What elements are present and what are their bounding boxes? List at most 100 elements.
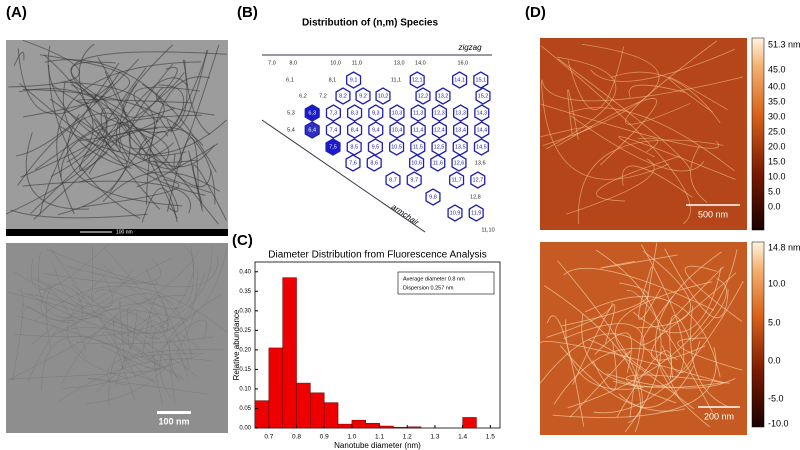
species-label: 10,4 xyxy=(392,127,403,133)
fiber xyxy=(541,45,691,225)
y-tick-label: 0.05 xyxy=(239,406,251,412)
species-label: 13,2 xyxy=(438,93,449,99)
species-label: 8,4 xyxy=(351,127,359,133)
fiber xyxy=(78,142,175,183)
fiber xyxy=(612,244,685,388)
fiber xyxy=(13,271,153,334)
fiber xyxy=(70,51,227,100)
fiber xyxy=(152,326,194,405)
species-label: 10,0 xyxy=(330,60,341,66)
species-hex xyxy=(474,104,490,122)
species-hex xyxy=(410,104,426,122)
species-label: 11,3 xyxy=(413,110,423,116)
fiber xyxy=(541,76,744,102)
fiber xyxy=(577,139,724,225)
fiber xyxy=(34,285,228,333)
fiber xyxy=(43,259,162,284)
species-label: 8,3 xyxy=(351,110,359,116)
fiber xyxy=(590,48,735,82)
fiber xyxy=(23,89,216,205)
fiber xyxy=(552,346,717,418)
species-hex xyxy=(409,154,425,172)
x-tick-label: 0.8 xyxy=(292,434,301,441)
fiber xyxy=(103,246,165,339)
species-label: 16,0 xyxy=(457,60,468,66)
fiber xyxy=(569,350,631,418)
fiber xyxy=(571,43,660,137)
species-label: 13,4 xyxy=(455,127,466,133)
fiber xyxy=(92,289,201,350)
fiber xyxy=(13,51,25,66)
zigzag-label: zigzag xyxy=(457,43,482,52)
colorbar-label: 5.0 xyxy=(768,317,781,327)
fiber xyxy=(628,84,686,98)
fiber xyxy=(128,63,187,157)
fiber xyxy=(636,250,691,329)
fiber xyxy=(49,98,182,170)
fiber xyxy=(100,107,219,225)
panel-label: (C) xyxy=(232,232,253,249)
fiber xyxy=(561,282,649,327)
species-label: 12,3 xyxy=(434,110,445,116)
species-hex xyxy=(453,121,469,139)
species-label: 9,3 xyxy=(372,110,380,116)
bar xyxy=(254,400,270,429)
species-label: 15,1 xyxy=(475,77,486,83)
colorbar-label: -5.0 xyxy=(768,393,784,403)
bar xyxy=(337,423,353,429)
colorbar-label: 14.8 nm xyxy=(768,242,800,252)
fiber xyxy=(124,123,170,175)
species-label: 11,9 xyxy=(471,210,481,216)
fiber xyxy=(684,265,743,322)
fiber xyxy=(144,319,208,365)
fiber xyxy=(596,155,680,202)
species-label: 10,9 xyxy=(450,210,461,216)
species-label: 14,5 xyxy=(476,144,487,150)
species-label: 6,4 xyxy=(308,127,316,133)
fiber xyxy=(46,283,85,349)
fiber xyxy=(159,293,223,398)
bar xyxy=(351,419,366,429)
fiber xyxy=(112,273,205,334)
species-label: 9,5 xyxy=(372,144,380,150)
fiber xyxy=(166,137,199,212)
chart-title: Diameter Distribution from Fluorescence … xyxy=(268,250,486,261)
species-hex xyxy=(452,71,468,89)
fiber xyxy=(58,302,168,334)
y-tick-label: 0.00 xyxy=(239,426,251,432)
species-hex xyxy=(435,87,451,105)
x-tick-label: 1.3 xyxy=(430,434,439,441)
fiber xyxy=(595,249,662,433)
bar xyxy=(407,426,422,429)
species-hex xyxy=(335,87,351,105)
species-hex xyxy=(325,138,341,156)
colorbar-label: 10.0 xyxy=(768,171,786,181)
species-label: 12,6 xyxy=(454,160,465,166)
fiber xyxy=(87,245,94,299)
fiber xyxy=(46,249,219,288)
species-label: 11,6 xyxy=(433,160,443,166)
fiber xyxy=(546,56,617,150)
fiber xyxy=(70,61,128,114)
species-hex xyxy=(425,188,441,206)
y-tick-label: 0.25 xyxy=(239,328,251,334)
species-hex xyxy=(325,104,341,122)
species-hex xyxy=(355,87,371,105)
species-hex xyxy=(431,121,447,139)
colorbar-label: 45.0 xyxy=(768,64,786,74)
bar xyxy=(268,347,283,429)
fibers xyxy=(539,242,744,433)
fiber xyxy=(690,145,708,203)
fiber xyxy=(44,59,217,173)
fiber xyxy=(632,267,722,334)
fiber xyxy=(638,266,662,320)
x-tick-label: 1.2 xyxy=(403,434,412,441)
fiber xyxy=(614,281,713,378)
fiber xyxy=(13,244,213,338)
scale-label: 500 nm xyxy=(698,209,728,219)
species-hex xyxy=(375,87,391,105)
fiber xyxy=(66,266,158,285)
fiber xyxy=(621,165,693,198)
fiber xyxy=(566,158,655,215)
colorbar xyxy=(751,37,765,231)
